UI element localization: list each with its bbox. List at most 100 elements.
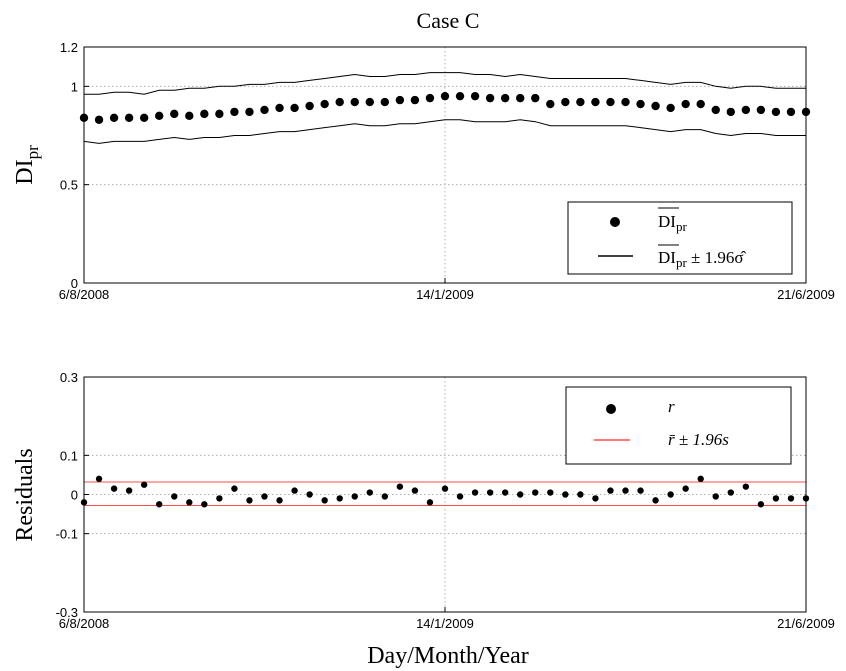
data-point [592, 495, 599, 502]
data-point [756, 105, 766, 115]
data-point [470, 91, 480, 101]
y-tick-label: 0 [71, 488, 78, 503]
x-tick-label: 21/6/2009 [777, 287, 835, 302]
data-point [426, 499, 434, 506]
data-point [156, 501, 163, 508]
x-ticks-bottom: 6/8/2008 14/1/2009 21/6/2009 [59, 607, 835, 631]
data-point [246, 497, 253, 504]
legend-dot-marker [610, 217, 620, 227]
data-point [185, 111, 194, 121]
data-point [471, 489, 479, 496]
data-point [95, 475, 103, 483]
y-tick-label: -0.3 [56, 605, 78, 620]
data-point [245, 107, 254, 117]
y-axis-label-top: DIpr [12, 145, 42, 185]
data-point [727, 489, 734, 496]
grid-bottom [84, 377, 806, 612]
data-point [350, 97, 359, 107]
data-point [261, 493, 268, 500]
data-point [666, 103, 675, 113]
data-point [110, 485, 118, 492]
data-point [411, 487, 419, 494]
data-point [562, 491, 569, 498]
series-top [79, 72, 811, 144]
data-point [577, 491, 584, 498]
x-ticks-top: 6/8/2008 14/1/2009 21/6/2009 [59, 278, 835, 302]
data-point [606, 97, 615, 107]
data-point [395, 95, 405, 105]
grid-top [84, 47, 806, 283]
data-point [320, 99, 329, 109]
y-ticks-top: 0 0.5 1 1.2 [60, 40, 89, 291]
data-point [546, 99, 555, 109]
y-tick-label: 1.2 [60, 40, 78, 55]
data-point [396, 483, 404, 490]
data-point [516, 93, 525, 103]
band-line-lower [83, 119, 806, 144]
data-point [306, 491, 313, 498]
x-tick-label: 21/6/2009 [777, 616, 835, 631]
data-point [607, 487, 614, 494]
data-point [726, 107, 735, 117]
data-point [380, 97, 390, 107]
data-point [215, 109, 224, 119]
data-point [772, 495, 780, 502]
data-point [335, 97, 344, 107]
data-point [200, 109, 209, 119]
data-point [291, 487, 298, 494]
data-point [139, 113, 149, 123]
chart-title: Case C [417, 8, 480, 33]
x-tick-label: 6/8/2008 [59, 287, 110, 302]
x-axis-label: Day/Month/Year [367, 643, 529, 669]
data-point [517, 491, 524, 498]
data-point [365, 97, 374, 107]
data-point [140, 481, 148, 488]
data-point [757, 501, 765, 508]
data-point [637, 487, 644, 494]
data-point [591, 97, 600, 107]
data-point [485, 93, 495, 103]
legend-label-1: DIpr [658, 212, 687, 234]
data-point [124, 113, 134, 123]
data-point [711, 105, 720, 115]
data-point [787, 495, 795, 502]
data-point [351, 493, 358, 500]
data-point [712, 493, 719, 500]
data-point [771, 107, 781, 117]
data-point [216, 495, 223, 502]
band-line-upper [84, 72, 806, 95]
data-point [201, 501, 208, 508]
data-point [260, 105, 269, 115]
data-point [171, 493, 178, 500]
legend-box-top [567, 201, 793, 275]
data-point [696, 99, 705, 109]
y-axis-label-bottom: Residuals [12, 448, 38, 541]
data-point [561, 97, 570, 107]
data-point [321, 497, 328, 504]
data-point [622, 487, 629, 494]
data-point [381, 493, 389, 500]
y-tick-label: -0.1 [56, 527, 78, 542]
legend-label-bounds: r̄ ± 1.96s [668, 430, 729, 449]
data-point [186, 499, 193, 506]
data-point [230, 107, 239, 117]
data-point [305, 101, 314, 111]
legend-dot-marker-bottom [606, 404, 616, 414]
data-point [486, 489, 494, 496]
data-point [276, 497, 283, 504]
y-tick-label: 0.3 [60, 370, 78, 385]
data-point [456, 493, 464, 500]
data-point [170, 109, 179, 119]
data-point [742, 483, 750, 490]
x-tick-label: 6/8/2008 [59, 616, 110, 631]
data-point [109, 113, 119, 123]
data-point [440, 91, 450, 101]
y-tick-label: 0.5 [60, 178, 78, 193]
data-point [576, 97, 585, 107]
data-point [667, 491, 674, 498]
legend-label-r: r [668, 397, 675, 416]
data-point [636, 99, 645, 109]
series-bottom [80, 475, 810, 508]
data-point [741, 105, 751, 115]
